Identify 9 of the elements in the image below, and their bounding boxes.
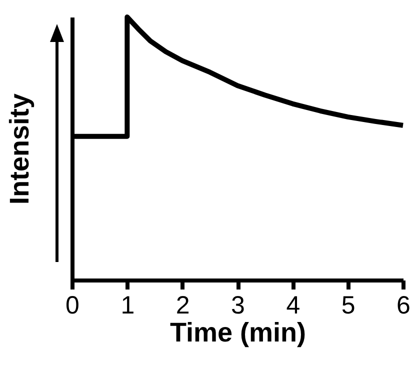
x-tick-label: 5: [341, 292, 356, 320]
x-axis-title: Time (min): [170, 318, 306, 348]
y-axis-title: Intensity: [4, 93, 34, 205]
x-tick-label: 1: [120, 292, 135, 320]
x-tick-label: 4: [286, 292, 300, 320]
x-tick-label: 3: [231, 292, 245, 320]
x-tick-label: 6: [396, 292, 410, 320]
x-tick-label: 2: [176, 292, 190, 320]
x-tick-label: 0: [66, 292, 80, 320]
